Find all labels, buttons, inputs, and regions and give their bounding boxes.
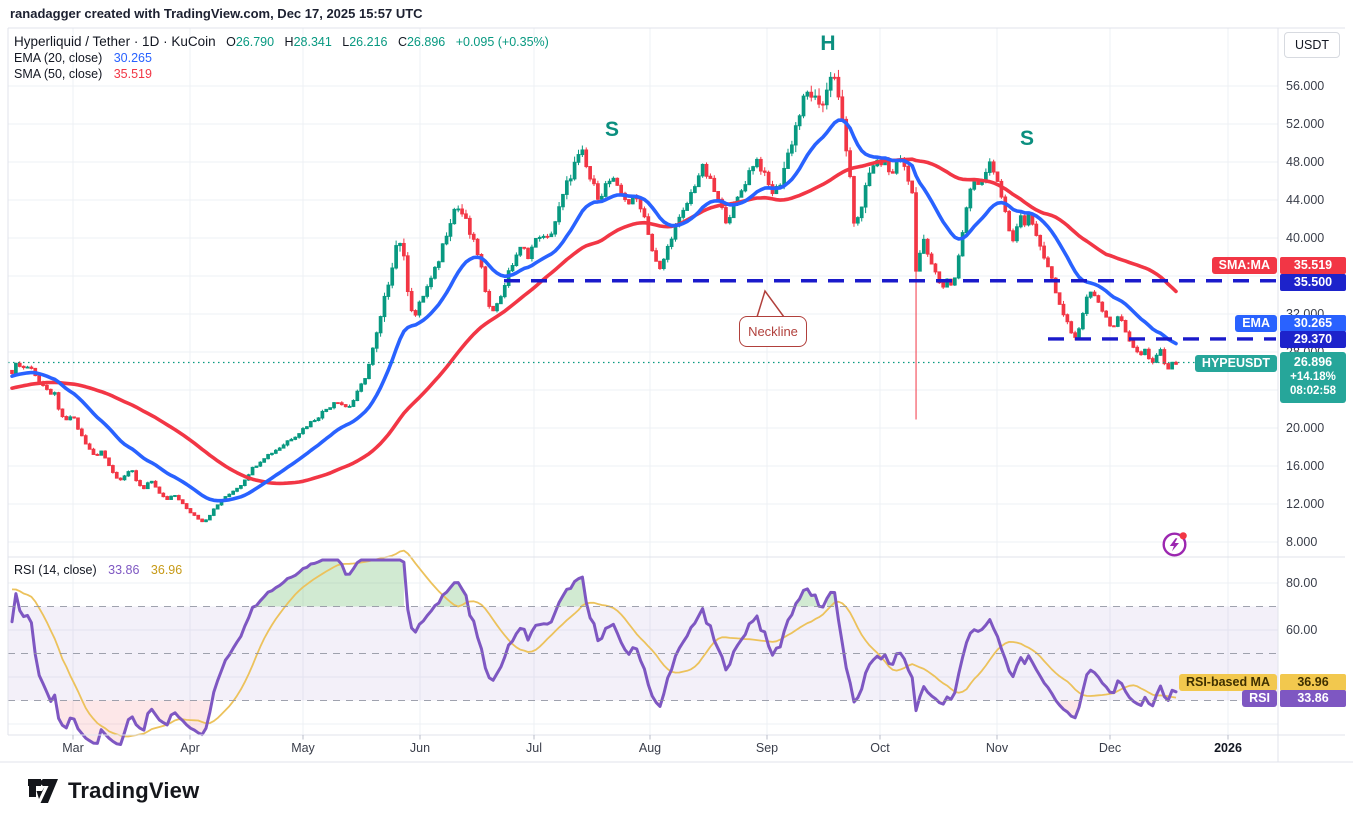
price-tick-label: 8.000 (1286, 535, 1318, 549)
rsi-series-badge: RSI (1242, 689, 1277, 707)
lightning-icon (1162, 532, 1187, 557)
ema-legend-value: 30.265 (113, 51, 152, 65)
price-tick-label: 12.000 (1286, 497, 1325, 511)
price-tick-label: 40.000 (1286, 231, 1325, 245)
rsi-value-badge: 33.86 (1280, 689, 1346, 707)
candles-down (10, 69, 1178, 523)
ohlc-open-label: O (226, 35, 236, 49)
ideas-stream-icon[interactable] (1161, 530, 1189, 558)
sma-legend-value: 35.519 (113, 67, 152, 81)
sma-legend-label: SMA (50, close) (14, 67, 103, 81)
time-axis-label: May (291, 741, 315, 755)
rsi-ma-legend-value: 36.96 (150, 563, 183, 577)
last-price-badge: 26.896 +14.18% 08:02:58 (1280, 352, 1346, 403)
sma-legend-row[interactable]: SMA (50, close) 35.519 (14, 67, 152, 81)
neckline-callout[interactable]: Neckline (739, 316, 807, 347)
last-price-value: 26.896 (1293, 355, 1333, 369)
ohlc-high-label: H (284, 35, 294, 49)
time-axis-label: 2026 (1214, 741, 1242, 755)
sma-series-badge: SMA:MA (1211, 256, 1277, 274)
rsi-legend-value: 33.86 (108, 563, 140, 577)
price-tick-label: 48.000 (1286, 155, 1325, 169)
price-tick-label: 52.000 (1286, 117, 1325, 131)
time-axis-label: Nov (985, 741, 1009, 755)
time-axis-label: Sep (755, 741, 779, 755)
ema-legend-label: EMA (20, close) (14, 51, 103, 65)
tradingview-logo-icon (28, 779, 58, 803)
rsi-ma-series-badge: RSI-based MA (1178, 673, 1277, 691)
time-axis-label: Jun (409, 741, 431, 755)
ema-price-badge: 30.265 (1280, 314, 1346, 332)
tradingview-logo-text: TradingView (68, 778, 200, 803)
sma-price-badge: 35.519 (1280, 256, 1346, 274)
right-shoulder-label[interactable]: S (1019, 127, 1035, 150)
rsi-tick-label: 60.00 (1286, 623, 1318, 637)
currency-unit-button[interactable]: USDT (1284, 32, 1340, 58)
price-tick-label: 20.000 (1286, 421, 1325, 435)
price-tick-label: 16.000 (1286, 459, 1325, 473)
ohlc-open-value: 26.790 (235, 35, 275, 49)
ohlc-low-label: L (342, 35, 350, 49)
time-axis-label: Dec (1098, 741, 1122, 755)
symbol-series-badge: HYPEUSDT (1194, 354, 1277, 372)
symbol-legend-row[interactable]: Hyperliquid / Tether · 1D · KuCoin O26.7… (14, 34, 549, 49)
price-tick-label: 44.000 (1286, 193, 1325, 207)
ema-legend-row[interactable]: EMA (20, close) 30.265 (14, 51, 152, 65)
time-axis-label: Mar (62, 741, 84, 755)
head-label[interactable]: H (820, 32, 836, 55)
rsi-tick-label: 80.00 (1286, 576, 1318, 590)
time-axis-label: Aug (638, 741, 662, 755)
last-price-change-pct: +14.18% (1290, 370, 1336, 383)
ohlc-high-value: 28.341 (293, 35, 332, 49)
rsi-ma-value-badge: 36.96 (1280, 673, 1346, 691)
ohlc-change-value: +0.095 (+0.35%) (455, 35, 549, 49)
ema-series-badge: EMA (1235, 314, 1277, 332)
ohlc-close-value: 26.896 (406, 35, 446, 49)
ohlc-close-label: C (397, 35, 407, 49)
support-price-badge: 29.370 (1280, 330, 1346, 348)
bar-countdown: 08:02:58 (1289, 385, 1337, 397)
time-axis-label: Apr (180, 741, 200, 755)
tradingview-logo[interactable]: TradingView (28, 778, 199, 804)
watermark-text: ranadagger created with TradingView.com,… (10, 6, 423, 21)
candles-up (14, 72, 1174, 523)
symbol-title: Hyperliquid / Tether · 1D · KuCoin (14, 34, 216, 49)
left-shoulder-label[interactable]: S (604, 118, 620, 141)
time-axis-label: Jul (526, 741, 542, 755)
price-tick-label: 56.000 (1286, 79, 1325, 93)
time-axis-label: Oct (870, 741, 890, 755)
rsi-legend-row[interactable]: RSI (14, close) 33.86 36.96 (14, 563, 182, 577)
neckline-price-badge: 35.500 (1280, 273, 1346, 291)
rsi-legend-label: RSI (14, close) (14, 563, 97, 577)
ohlc-low-value: 26.216 (349, 35, 388, 49)
